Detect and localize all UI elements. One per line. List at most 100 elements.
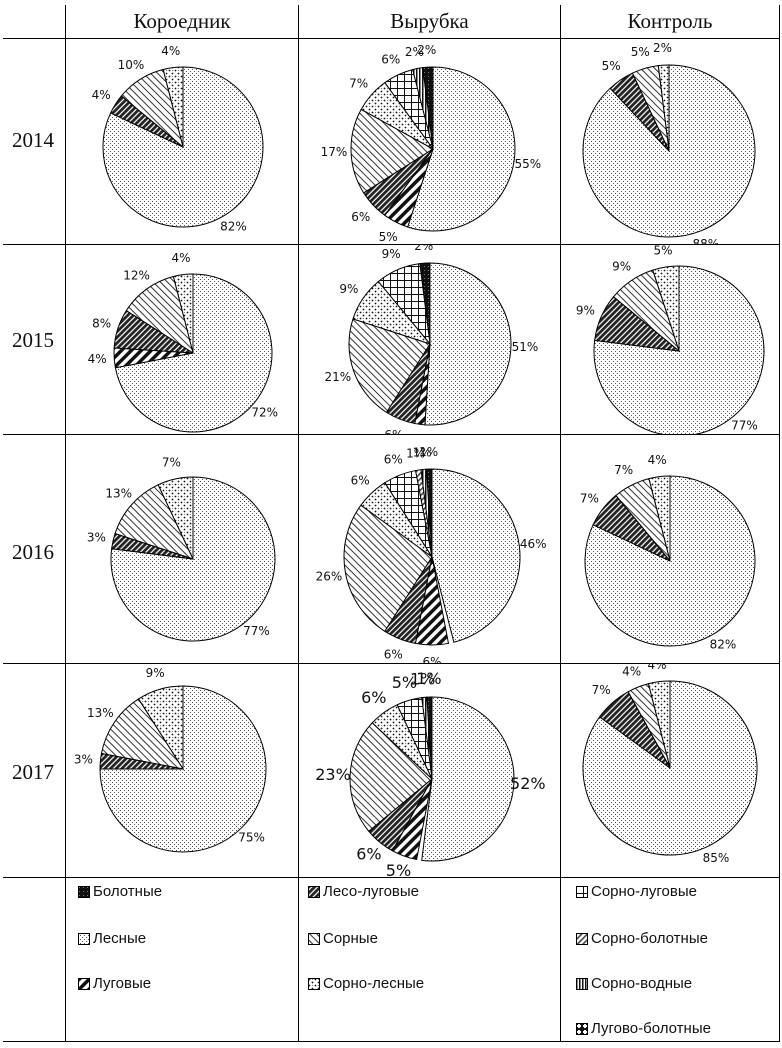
pie-label-bol: 2% xyxy=(414,245,433,253)
pie-label-les: 77% xyxy=(731,418,758,432)
pie-label-sor: 13% xyxy=(87,706,114,720)
legend-item-bolotnye: Болотные xyxy=(78,883,162,900)
legend-label: Сорно-болотные xyxy=(591,930,708,947)
pie-label-sorles: 9% xyxy=(146,666,165,680)
pie-label-sor: 7% xyxy=(614,463,633,477)
pie-label-sor: 17% xyxy=(321,145,348,159)
legend-item-sorno-lesnye: Сорно-лесные xyxy=(308,975,424,992)
legend-swatch-sorno-lesnye xyxy=(308,977,320,990)
pie-chart-vyrubka-2016: 46%1%1%1%6%6%26%6%6% xyxy=(316,445,547,663)
pie-label-leslug: 6% xyxy=(384,648,403,662)
pie-label-leslug: 9% xyxy=(576,304,595,318)
pie-label-sorles: 4% xyxy=(171,251,190,265)
column-header-koroednik: Короедник xyxy=(133,9,231,33)
legend-item-sorno-bolotnye: Сорно-болотные xyxy=(576,930,708,947)
legend-item-leso-lugovye: Лесо-луговые xyxy=(308,883,419,900)
legend-item-sornye: Сорные xyxy=(308,930,378,947)
pie-label-sorlug: 6% xyxy=(384,452,403,466)
grid-line xyxy=(560,5,561,1042)
pie-label-les: 82% xyxy=(710,638,737,652)
pie-label-les: 46% xyxy=(520,537,547,551)
grid-line xyxy=(3,434,780,435)
pie-chart-vyrubka-2017: 52%1%1%5%6%23%6%5% xyxy=(315,669,546,877)
pie-label-sorbol: 1% xyxy=(406,446,425,460)
legend-label: Луговые xyxy=(93,975,152,992)
pie-label-sor: 9% xyxy=(612,260,631,274)
pie-label-sor: 5% xyxy=(631,45,650,59)
pie-label-leslug: 5% xyxy=(602,59,621,73)
pie-slice-leslug xyxy=(609,72,670,152)
pie-label-sorlug: 9% xyxy=(382,247,401,261)
pie-label-sorles: 6% xyxy=(351,474,370,488)
pie-slice-les xyxy=(421,696,515,862)
row-label-2016: 2016 xyxy=(12,540,54,564)
grid-line xyxy=(298,5,299,1042)
legend-label: Лесо-луговые xyxy=(323,883,420,900)
pie-label-sor: 23% xyxy=(315,765,351,784)
pie-label-leslug: 6% xyxy=(356,844,381,863)
pie-label-les: 75% xyxy=(238,831,265,845)
legend-label: Сорно-луговые xyxy=(591,883,697,900)
pie-chart-vyrubka-2014: 55% 2%2% 6% 7% 17% 6% 5% xyxy=(321,43,541,244)
pie-label-lug: 5% xyxy=(379,230,398,244)
legend-swatch-lesnye xyxy=(78,932,90,945)
legend-swatch-sorno-vodnye xyxy=(576,977,588,990)
pie-chart-kontrol-2016: 82% 4% 7% 7% xyxy=(580,453,756,652)
legend-label: Лугово-болотные xyxy=(591,1020,711,1037)
legend-label: Сорные xyxy=(323,930,378,947)
column-header-kontrol: Контроль xyxy=(627,9,713,33)
pie-label-les: 72% xyxy=(251,405,278,419)
pie-slice-leslug xyxy=(598,691,671,769)
pie-label-sorvod: 1% xyxy=(410,669,435,688)
pie-chart-kontrol-2015: 77% 5% 9% 9% xyxy=(576,245,765,434)
pie-label-sorvod: 2% xyxy=(405,45,424,59)
pie-label-sorles: 4% xyxy=(648,453,667,467)
pie-label-bol: 2% xyxy=(417,43,436,57)
pie-slice-sor xyxy=(125,275,194,355)
legend-swatch-lugovo-bolotnye xyxy=(576,1022,588,1035)
pie-label-sorles: 7% xyxy=(349,77,368,91)
pie-slice-sor xyxy=(349,722,433,832)
legend-swatch-bolotnye xyxy=(78,885,90,898)
legend-item-lugovye: Луговые xyxy=(78,975,151,992)
grid-line xyxy=(3,38,780,39)
pie-slice-les xyxy=(99,685,267,853)
pie-label-leslug: 6% xyxy=(384,428,403,434)
pie-label-sor: 4% xyxy=(622,664,641,678)
pie-slice-les xyxy=(593,265,765,434)
pie-slice-les xyxy=(584,475,756,647)
pie-chart-kontrol-2017: 85% 4% 4% 7% xyxy=(582,664,758,865)
pie-label-sorles: 7% xyxy=(162,455,181,469)
pie-label-sor: 10% xyxy=(118,58,145,72)
pie-label-sor: 13% xyxy=(105,487,132,501)
grid-line xyxy=(3,663,780,664)
pie-slice-les xyxy=(407,66,516,232)
pie-label-les: 52% xyxy=(510,774,546,793)
pie-label-les: 82% xyxy=(220,219,247,233)
pie-slice-les xyxy=(424,262,512,426)
row-label-2015: 2015 xyxy=(12,328,54,352)
pie-label-sorles: 6% xyxy=(361,688,386,707)
pie-slice-leslug xyxy=(109,95,184,148)
pie-chart-koroednik-2015: 72% 4% 12% 8% 4% xyxy=(88,251,278,433)
pie-slice-les xyxy=(114,273,273,433)
legend-label: Лесные xyxy=(93,930,147,947)
pie-label-sorles: 9% xyxy=(339,282,358,296)
pie-slice-lug xyxy=(113,347,194,369)
grid-line xyxy=(779,5,780,1042)
pie-label-sorles: 4% xyxy=(161,44,180,58)
pie-label-bol: 1% xyxy=(419,445,438,459)
legend-swatch-sornye xyxy=(308,932,320,945)
pie-label-sor: 12% xyxy=(123,268,150,282)
pie-label-leslug: 7% xyxy=(592,683,611,697)
pie-label-sor: 26% xyxy=(316,570,343,584)
column-header-vyrubka: Вырубка xyxy=(390,9,469,33)
pie-label-sorlug: 5% xyxy=(392,673,417,692)
legend-item-sorno-vodnye: Сорно-водные xyxy=(576,975,692,992)
legend-swatch-sorno-lugovye xyxy=(576,885,588,898)
legend-label: Сорно-лесные xyxy=(323,975,425,992)
pie-label-sor: 21% xyxy=(324,370,351,384)
pie-label-les: 85% xyxy=(703,851,730,865)
pie-label-lug: 5% xyxy=(386,861,411,877)
row-label-2014: 2014 xyxy=(12,128,54,152)
